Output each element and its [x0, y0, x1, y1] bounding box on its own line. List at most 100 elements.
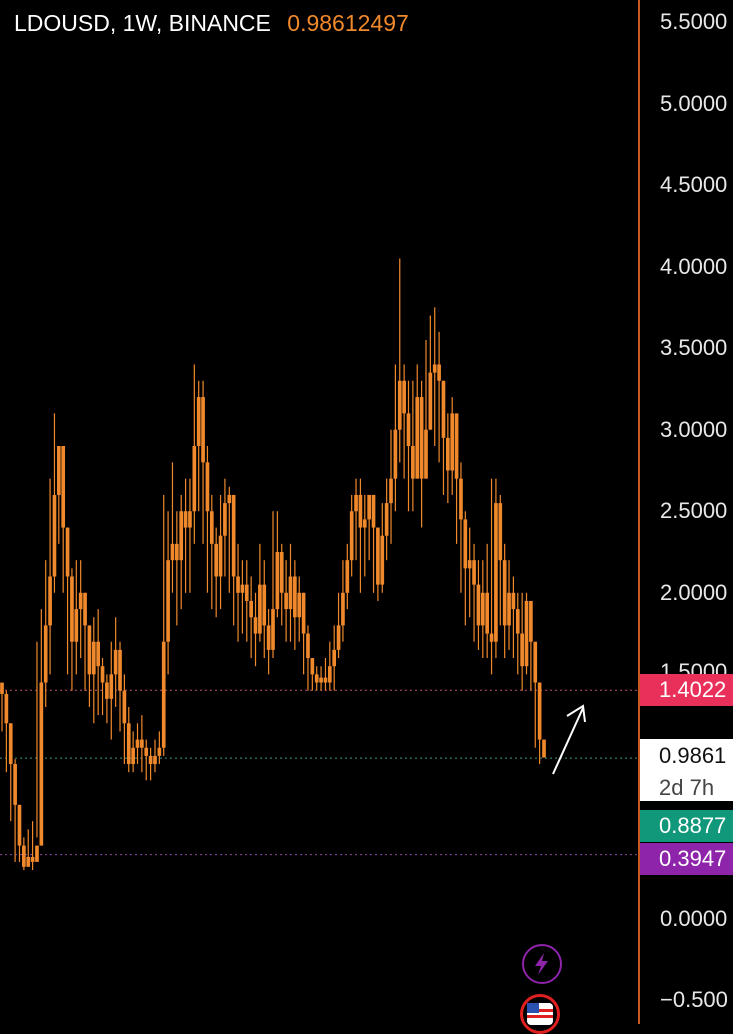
candle-body	[511, 592, 516, 610]
candle-body	[236, 576, 240, 593]
candle-body	[336, 625, 341, 650]
candle-body	[4, 693, 9, 724]
tick-label: 5.5000	[660, 9, 728, 34]
candle-body	[262, 584, 267, 626]
level-badge-red[interactable]: 1.4022	[640, 674, 733, 706]
candle-body	[135, 739, 140, 748]
candle-body	[502, 560, 507, 626]
candle-body	[419, 397, 424, 479]
candle-body	[428, 372, 433, 430]
candle-body	[367, 494, 371, 520]
candle-body	[446, 437, 450, 471]
candle-body	[306, 633, 310, 659]
candle-body	[533, 641, 538, 683]
tick-label: 4.5000	[660, 172, 728, 197]
candle-body	[179, 511, 184, 561]
us-flag-button[interactable]	[520, 994, 560, 1034]
candle-body	[485, 592, 490, 634]
candle-body	[498, 503, 503, 561]
arrow-shaft	[552, 707, 584, 775]
candle-body	[161, 641, 166, 748]
candle-body	[170, 543, 175, 561]
candle-body	[231, 494, 236, 577]
candle-body	[476, 584, 481, 626]
candle-body	[271, 609, 275, 650]
tick-label: 4.0000	[660, 254, 728, 279]
last-price-label: 0.98612497	[287, 10, 409, 36]
tick-label: −0.500	[660, 987, 728, 1012]
tick-label: 2.0000	[660, 580, 728, 605]
candle-body	[459, 478, 463, 520]
candle-body	[524, 600, 529, 667]
price-chart[interactable]	[0, 0, 638, 1024]
candle-body	[515, 609, 520, 634]
candle-body	[266, 625, 271, 650]
candle-body	[122, 690, 127, 724]
candle-body	[109, 674, 114, 699]
lightning-button[interactable]	[522, 944, 562, 984]
candle-body	[83, 592, 87, 626]
current-price-label: 0.9861	[659, 743, 727, 768]
candle-body	[144, 747, 149, 756]
candle-body	[380, 535, 385, 585]
candle-body	[288, 576, 293, 610]
candle-body	[39, 682, 44, 846]
candle-body	[188, 511, 192, 528]
tick-label: 0.0000	[660, 906, 728, 931]
candle-body	[463, 519, 468, 569]
candlestick-series	[0, 258, 546, 871]
candle-body	[78, 592, 83, 610]
price-axis[interactable]: 5.5000 5.0000 4.5000 4.0000 3.5000 3.000…	[638, 0, 733, 1024]
candle-body	[480, 592, 485, 626]
candle-body	[354, 494, 358, 512]
tick-label: 5.0000	[660, 91, 728, 116]
candle-body	[454, 413, 459, 479]
candle-body	[153, 755, 157, 765]
candle-body	[131, 747, 135, 765]
candle-body	[100, 666, 105, 683]
horizontal-levels	[0, 689, 638, 856]
candle-body	[244, 584, 249, 601]
candle-body	[284, 592, 288, 610]
candle-body	[507, 592, 511, 626]
candle-body	[297, 592, 302, 618]
candle-body	[8, 723, 13, 765]
candle-body	[201, 397, 205, 463]
candle-body	[183, 511, 188, 528]
candle-body	[310, 658, 315, 675]
candle-body	[494, 503, 498, 642]
current-price-box[interactable]: 0.9861 2d 7h	[640, 739, 733, 801]
candle-body	[314, 674, 319, 683]
candle-body	[467, 560, 472, 569]
candle-body	[371, 494, 376, 528]
candle-body	[140, 739, 144, 748]
candle-body	[74, 609, 79, 642]
candle-body	[148, 755, 153, 765]
candle-body	[126, 723, 131, 765]
lightning-icon	[535, 953, 548, 975]
chart-header: LDOUSD, 1W, BINANCE 0.98612497	[14, 10, 409, 37]
candle-body	[415, 397, 420, 479]
candle-body	[218, 535, 223, 577]
candle-body	[424, 429, 428, 479]
arrow-head	[566, 704, 586, 723]
candle-body	[196, 397, 201, 447]
candle-body	[293, 576, 297, 618]
candle-body	[529, 600, 533, 642]
level-badge-green[interactable]: 0.8877	[640, 810, 733, 842]
up-arrow-annotation[interactable]	[552, 704, 586, 775]
candle-body	[411, 446, 415, 479]
candle-body	[205, 462, 210, 512]
candle-body	[450, 413, 455, 471]
candle-body	[258, 584, 262, 634]
candle-body	[0, 682, 4, 694]
candle-body	[96, 641, 100, 667]
tick-label: 3.5000	[660, 335, 728, 360]
candle-body	[209, 511, 214, 544]
candle-body	[358, 494, 363, 528]
level-badge-purple[interactable]: 0.3947	[640, 843, 733, 875]
tick-label: 2.5000	[660, 498, 728, 523]
candle-body	[22, 845, 26, 867]
candle-body	[275, 552, 280, 610]
bar-countdown-label: 2d 7h	[659, 775, 715, 800]
